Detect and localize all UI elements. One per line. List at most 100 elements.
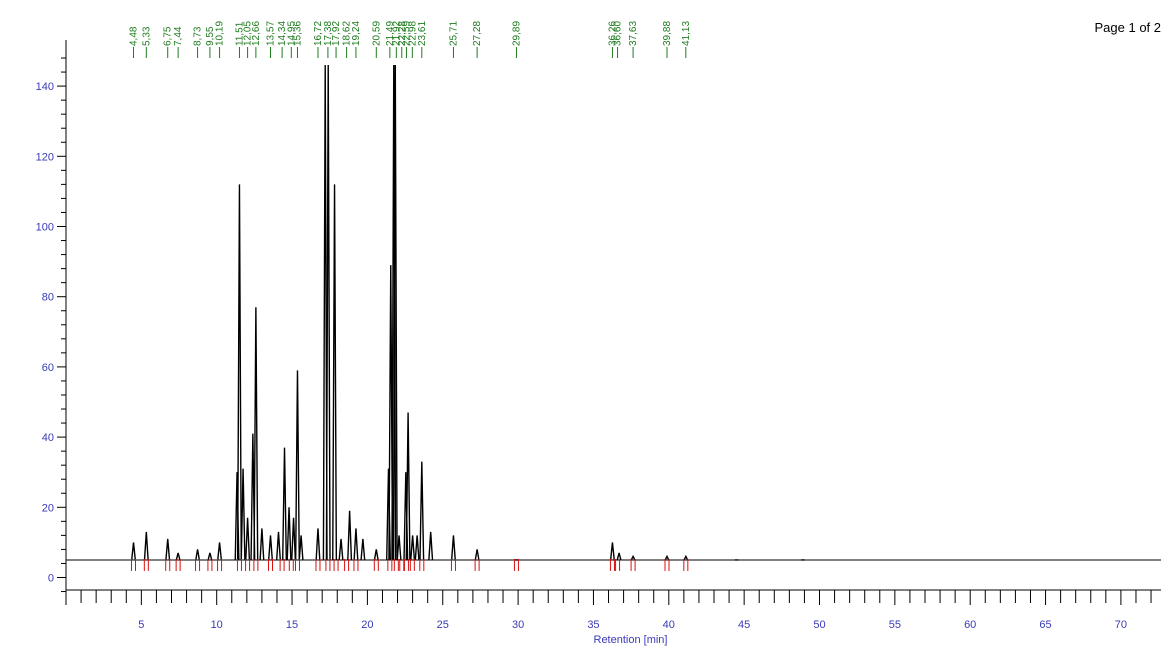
rt-label: 10,19 <box>215 21 226 46</box>
x-tick-label: 50 <box>813 619 825 631</box>
rt-label: 39,88 <box>662 21 673 46</box>
rt-label: 22,28 <box>397 21 408 46</box>
rt-label: 27,28 <box>472 21 483 46</box>
rt-label: 14,95 <box>286 21 297 46</box>
rt-label: 22,59 <box>401 21 412 46</box>
chromatogram-peak <box>298 535 304 561</box>
x-tick-label: 20 <box>361 619 373 631</box>
x-tick-label: 30 <box>512 619 524 631</box>
rt-label: 23,61 <box>417 21 428 46</box>
y-tick-label: 80 <box>42 292 54 304</box>
y-tick-label: 0 <box>48 573 54 585</box>
rt-label: 14,34 <box>277 21 288 46</box>
rt-label: 20,59 <box>371 21 382 46</box>
rt-label: 21,49 <box>385 21 396 46</box>
rt-label: 29,89 <box>511 21 522 46</box>
x-tick-label: 35 <box>587 619 599 631</box>
rt-label: 41,13 <box>681 21 692 46</box>
chromatogram-peak <box>683 554 689 561</box>
chromatogram-peak <box>195 549 201 561</box>
x-axis-label-text: Retention [min] <box>593 634 668 646</box>
rt-label: 12,05 <box>243 21 254 46</box>
rt-label: 18,62 <box>342 21 353 46</box>
y-tick-label: 100 <box>36 222 54 234</box>
rt-label: 12,66 <box>251 21 262 46</box>
chromatogram-peak <box>616 552 622 561</box>
chromatogram-peak <box>286 507 292 560</box>
chromatogram-peak <box>236 184 242 560</box>
chromatogram-peak <box>325 65 331 560</box>
chromatogram-peak <box>474 549 480 561</box>
x-tick-label: 45 <box>738 619 750 631</box>
chromatogram-peak <box>360 538 366 561</box>
chromatogram-peak <box>165 538 171 561</box>
rt-label: 36,60 <box>613 21 624 46</box>
rt-label: 13,57 <box>265 21 276 46</box>
x-tick-label: 70 <box>1115 619 1127 631</box>
rt-label: 19,24 <box>351 21 362 46</box>
chromatogram-peak <box>428 531 434 560</box>
chromatogram-peak <box>175 552 181 561</box>
chromatogram-peak <box>392 65 398 560</box>
x-tick-label: 5 <box>138 619 144 631</box>
rt-label: 17,38 <box>323 21 334 46</box>
chromatogram-peak <box>419 461 425 560</box>
x-axis-label: Retention [min] <box>0 634 1161 646</box>
y-tick-label: 20 <box>42 502 54 514</box>
x-tick-label: 55 <box>889 619 901 631</box>
chromatogram-peak <box>332 184 338 560</box>
chromatogram-peak <box>353 528 359 560</box>
chromatogram-peak <box>315 528 321 560</box>
chromatogram-peak <box>396 535 402 561</box>
y-tick-label: 60 <box>42 362 54 374</box>
chromatogram-peak <box>347 510 353 560</box>
chromatogram-peak <box>207 552 213 561</box>
x-tick-label: 15 <box>286 619 298 631</box>
chromatogram-peak <box>253 307 259 560</box>
x-tick-label: 10 <box>211 619 223 631</box>
x-tick-label: 60 <box>964 619 976 631</box>
chromatogram-peak <box>268 535 273 561</box>
rt-label: 16,72 <box>313 21 324 46</box>
rt-label: 6,75 <box>163 26 174 46</box>
chromatogram-peak <box>294 370 300 560</box>
chromatogram-peak <box>405 412 411 560</box>
rt-label: 17,92 <box>331 21 342 46</box>
rt-label: 4,48 <box>129 26 140 46</box>
rt-label: 9,55 <box>205 26 216 46</box>
chromatogram-peak <box>131 542 137 561</box>
rt-label: 21,92 <box>391 21 402 46</box>
chromatogram-peak <box>450 535 456 561</box>
y-tick-label: 120 <box>36 151 54 163</box>
x-tick-label: 25 <box>437 619 449 631</box>
chromatogram-peak <box>410 535 416 561</box>
rt-label: 11,51 <box>234 21 245 46</box>
chromatogram-peak <box>609 542 615 561</box>
rt-label: 25,71 <box>448 21 459 46</box>
chromatogram-peak <box>630 554 636 561</box>
rt-label: 15,36 <box>292 21 303 46</box>
x-tick-label: 40 <box>663 619 675 631</box>
chromatogram-peak <box>240 468 246 560</box>
rt-label: 37,63 <box>628 21 639 46</box>
chromatogram-peak <box>143 531 149 560</box>
y-tick-label: 140 <box>36 81 54 93</box>
rt-label: 8,73 <box>193 26 204 46</box>
page-indicator: Page 1 of 2 <box>1094 20 1161 35</box>
chromatogram-peak <box>291 517 297 560</box>
rt-label: 7,44 <box>173 26 184 46</box>
rt-label: 36,26 <box>607 21 618 46</box>
y-tick-label: 40 <box>42 432 54 444</box>
rt-label: 22,98 <box>407 21 418 46</box>
chromatogram-peak <box>275 531 281 560</box>
chromatogram-peak <box>282 447 288 560</box>
chromatogram-peak <box>414 535 420 561</box>
chromatogram-peak <box>245 517 251 560</box>
chromatogram-peak <box>373 549 379 561</box>
chromatogram-peak <box>217 542 223 561</box>
chromatogram-peak <box>338 538 344 561</box>
chromatogram-peak <box>664 554 670 561</box>
chromatogram-peak <box>391 65 397 560</box>
chromatogram-peak <box>259 528 265 560</box>
